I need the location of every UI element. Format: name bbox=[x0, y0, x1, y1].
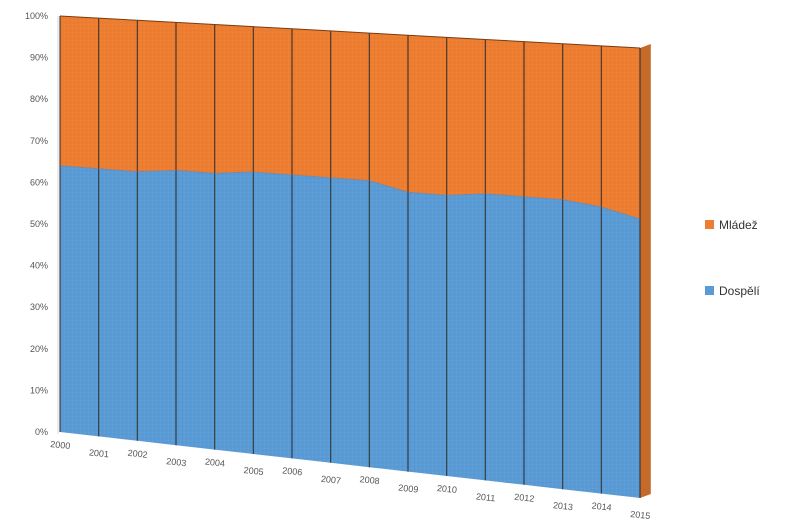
y-tick-label: 40% bbox=[30, 261, 48, 271]
x-tick-label: 2001 bbox=[88, 447, 109, 459]
side-face bbox=[640, 44, 651, 498]
y-tick-label: 100% bbox=[25, 11, 48, 21]
x-tick-label: 2009 bbox=[398, 483, 419, 495]
legend: Mládež Dospělí bbox=[705, 218, 760, 298]
plot-area bbox=[59, 15, 651, 498]
y-tick-label: 0% bbox=[35, 427, 48, 437]
x-tick-label: 2000 bbox=[50, 439, 71, 451]
y-tick-label: 20% bbox=[30, 344, 48, 354]
legend-swatch bbox=[705, 220, 714, 229]
area-segment-dospeli bbox=[485, 193, 524, 485]
top-edge bbox=[59, 15, 641, 49]
x-tick-label: 2008 bbox=[359, 474, 380, 486]
area-segment-dospeli bbox=[292, 174, 331, 463]
area-segment-mladez bbox=[98, 18, 138, 172]
y-tick-label: 80% bbox=[30, 94, 48, 104]
area-segment-mladez bbox=[408, 35, 447, 196]
x-tick-label: 2002 bbox=[127, 448, 148, 460]
area-segment-dospeli bbox=[137, 170, 176, 446]
legend-label: Mládež bbox=[719, 218, 758, 232]
area-segment-dospeli bbox=[369, 180, 408, 472]
axes: 0% 10% 20% 30% 40% 50% 60% 70% 80% 90% 100% 2000 200… bbox=[25, 11, 651, 521]
y-tick-label: 30% bbox=[30, 302, 48, 312]
area-segment-dospeli bbox=[60, 165, 99, 437]
area-segment-dospeli bbox=[601, 207, 640, 498]
x-tick-label: 2007 bbox=[320, 474, 341, 486]
area-segment-mladez bbox=[446, 37, 486, 196]
area-segment-mladez bbox=[176, 22, 215, 174]
y-tick-label: 60% bbox=[30, 177, 48, 187]
area-segment-mladez bbox=[292, 28, 331, 178]
area-segment-mladez bbox=[137, 20, 176, 172]
x-tick-label: 2015 bbox=[630, 509, 651, 521]
area-segment-mladez bbox=[214, 24, 254, 174]
area-segment-mladez bbox=[562, 43, 602, 208]
area-segment-dospeli bbox=[408, 192, 447, 476]
x-tick-label: 2014 bbox=[591, 501, 612, 513]
area-segment-dospeli bbox=[524, 196, 563, 490]
area-segment-mladez bbox=[601, 45, 640, 219]
x-tick-label: 2013 bbox=[552, 500, 573, 512]
area-segment-dospeli bbox=[176, 170, 215, 450]
area-segment-mladez bbox=[485, 39, 524, 197]
x-tick-label: 2011 bbox=[475, 491, 495, 503]
area-segment-dospeli bbox=[98, 168, 138, 441]
area-segment-dospeli bbox=[214, 171, 254, 454]
x-tick-label: 2004 bbox=[204, 457, 225, 469]
legend-swatch bbox=[705, 286, 714, 295]
area-segment-mladez bbox=[524, 41, 563, 200]
area-segment-dospeli bbox=[446, 193, 486, 481]
x-tick-label: 2006 bbox=[282, 465, 303, 477]
legend-label: Dospělí bbox=[719, 284, 760, 298]
y-tick-label: 50% bbox=[30, 219, 48, 229]
y-tick-label: 10% bbox=[30, 385, 48, 395]
series-boundary bbox=[59, 165, 641, 220]
area-segment-mladez bbox=[253, 26, 292, 175]
x-tick-label: 2005 bbox=[243, 465, 264, 477]
y-tick-label: 90% bbox=[30, 53, 48, 63]
area-segment-dospeli bbox=[253, 171, 292, 459]
area-segment-dospeli bbox=[562, 199, 602, 494]
x-tick-label: 2012 bbox=[514, 492, 535, 504]
x-tick-label: 2010 bbox=[436, 483, 457, 495]
area-segment-dospeli bbox=[330, 177, 370, 468]
area-segment-mladez bbox=[60, 16, 99, 169]
area-segment-mladez bbox=[330, 30, 370, 181]
x-tick-label: 2003 bbox=[166, 456, 187, 468]
y-tick-label: 70% bbox=[30, 136, 48, 146]
area-segment-mladez bbox=[369, 33, 408, 193]
